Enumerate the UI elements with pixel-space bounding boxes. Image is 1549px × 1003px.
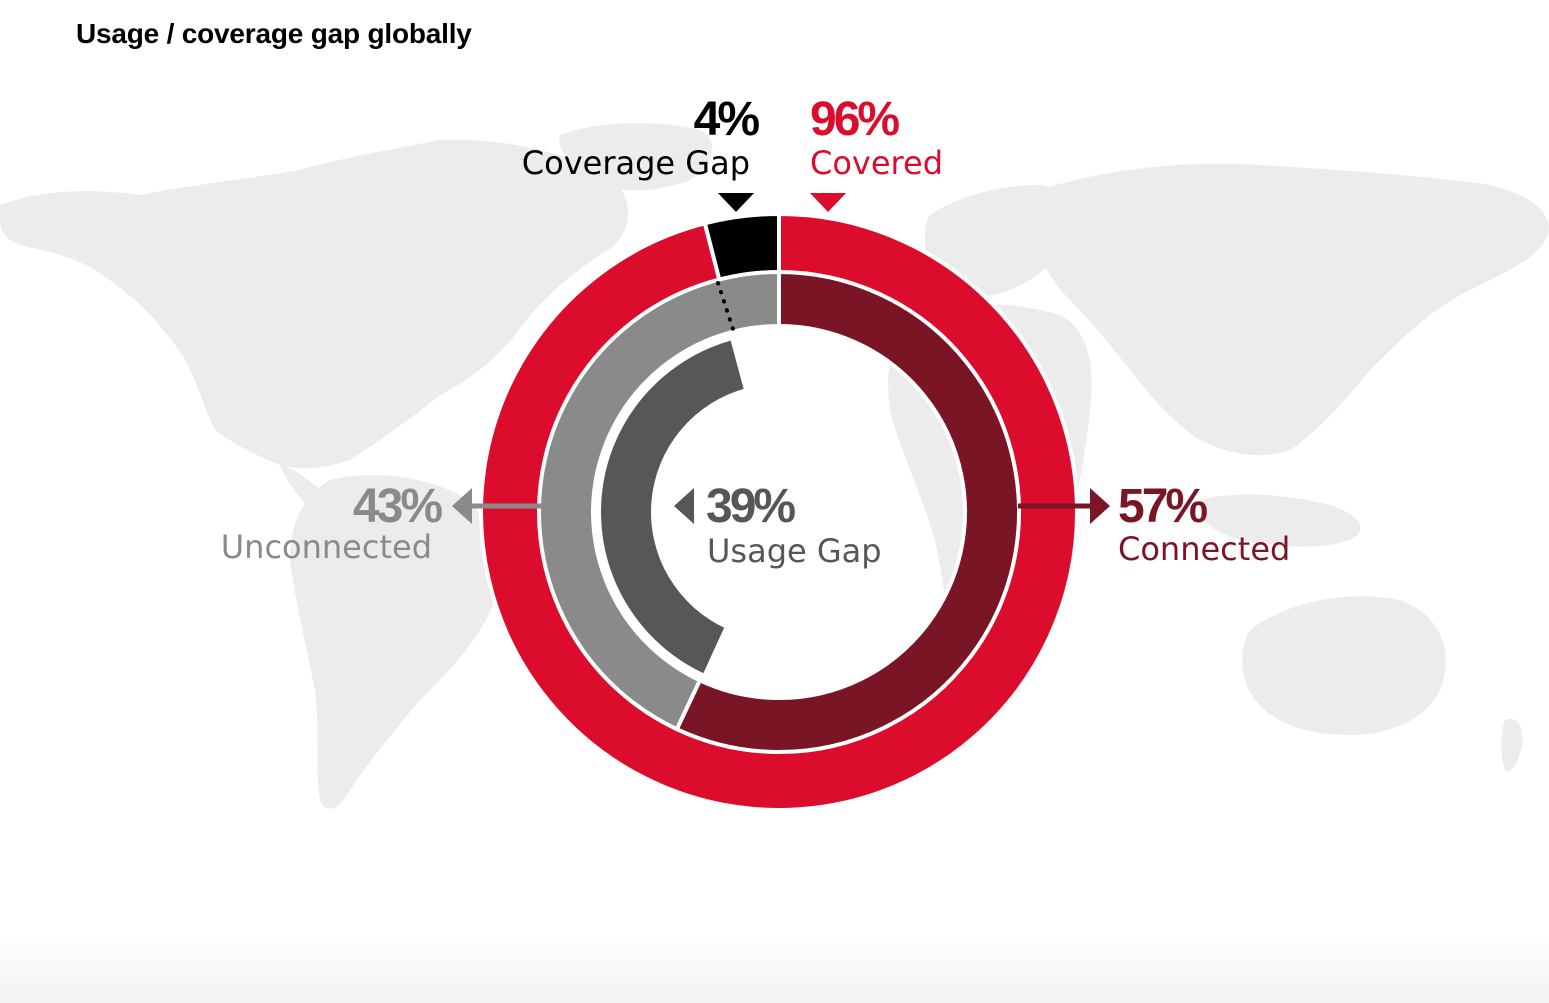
donut-rings <box>479 211 1079 812</box>
covered-marker <box>810 193 846 212</box>
usage-gap-callout: 39% Usage Gap <box>674 480 882 570</box>
unconnected-label: Unconnected <box>221 528 432 566</box>
covered-callout: 96% Covered <box>810 93 943 212</box>
unconnected-value: 43% <box>353 480 442 533</box>
chart-title: Usage / coverage gap globally <box>76 18 472 49</box>
coverage-gap-callout: 4% Coverage Gap <box>522 93 762 212</box>
usage-gap-label: Usage Gap <box>707 532 882 570</box>
connected-value: 57% <box>1118 480 1207 533</box>
unconnected-callout: 43% Unconnected <box>221 480 543 566</box>
map-greenland <box>559 123 713 191</box>
map-japan <box>1334 273 1377 357</box>
map-north-america <box>0 139 629 469</box>
usage-gap-value: 39% <box>706 480 795 533</box>
map-australia <box>1242 596 1446 735</box>
ring-segment-usage-gap <box>597 335 749 679</box>
map-southeast-asia <box>1199 494 1361 547</box>
map-south-america <box>290 475 501 809</box>
connected-label: Connected <box>1118 530 1290 568</box>
ring-segment-connected <box>674 269 1021 754</box>
map-new-zealand <box>1501 718 1523 772</box>
ring-segment-unconnected <box>537 269 781 732</box>
map-asia <box>1033 163 1549 456</box>
connected-callout: 57% Connected <box>1018 480 1290 568</box>
coverage-gap-value: 4% <box>694 93 760 146</box>
coverage-gap-marker <box>718 193 754 212</box>
coverage-usage-connector <box>716 281 736 334</box>
covered-label: Covered <box>810 144 943 182</box>
connected-arrow-head <box>1090 488 1110 524</box>
coverage-gap-label: Coverage Gap <box>522 144 750 182</box>
covered-value: 96% <box>810 93 899 146</box>
unconnected-arrow-head <box>452 488 472 524</box>
usage-gap-marker <box>674 488 694 524</box>
